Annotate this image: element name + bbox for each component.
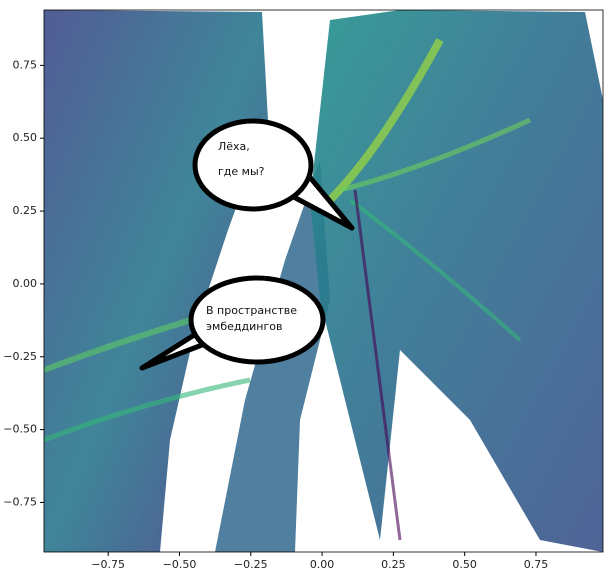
y-tick-label: −0.50 — [3, 423, 37, 436]
speech-bubble: В пространстве эмбеддингов — [139, 275, 326, 371]
bubble-text: где мы? — [218, 165, 265, 178]
x-tick-label: −0.50 — [163, 558, 197, 571]
x-tick-label: 0.00 — [310, 558, 335, 571]
plot-frame — [43, 9, 604, 553]
bubble-tail-cover — [203, 129, 303, 201]
bubble-tail-cover — [199, 286, 315, 354]
bubble-text: В пространстве — [206, 304, 297, 317]
x-tick-label: 0.75 — [524, 558, 549, 571]
x-tick-label: −0.75 — [91, 558, 125, 571]
speech-bubble: Лёха, где мы? — [192, 118, 355, 231]
y-tick-label: 0.25 — [13, 204, 38, 217]
x-tick-label: 0.25 — [381, 558, 406, 571]
x-tick-label: −0.25 — [234, 558, 268, 571]
bubble-text: Лёха, — [218, 140, 250, 153]
y-tick-label: −0.25 — [3, 350, 37, 363]
y-tick-label: −0.75 — [3, 495, 37, 508]
y-tick-label: 0.00 — [13, 277, 38, 290]
density-background — [42, 10, 603, 552]
y-tick-label: 0.75 — [13, 58, 38, 71]
x-tick-label: 0.50 — [452, 558, 477, 571]
y-tick-label: 0.50 — [13, 131, 38, 144]
bubble-text: эмбеддингов — [206, 320, 282, 333]
